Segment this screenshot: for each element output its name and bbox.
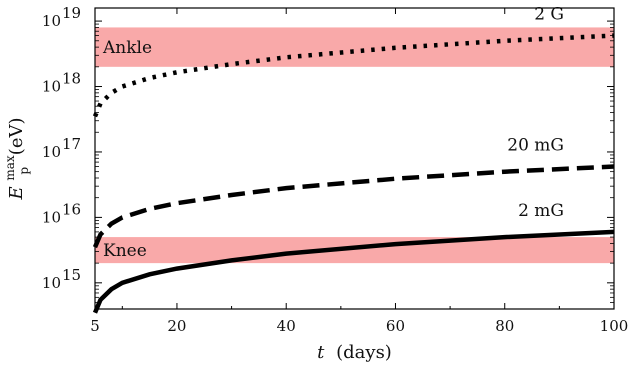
y-tick-label: 10 bbox=[42, 12, 61, 30]
y-axis-label: E max p (eV) bbox=[0, 117, 33, 200]
y-tick-exponent: 17 bbox=[62, 135, 81, 153]
x-tick-label: 100 bbox=[600, 317, 629, 335]
y-axis-sub: p bbox=[17, 167, 31, 175]
x-axis-label: t (days) bbox=[317, 342, 392, 363]
y-tick-label: 10 bbox=[42, 274, 61, 292]
series-label-20-mg: 20 mG bbox=[507, 135, 564, 155]
x-tick-label: 20 bbox=[167, 317, 186, 335]
band-knee bbox=[95, 237, 614, 264]
y-tick-base: 10 bbox=[42, 12, 61, 30]
y-tick-exponent: 16 bbox=[62, 200, 81, 218]
x-tick-label: 40 bbox=[277, 317, 296, 335]
x-axis-var: t bbox=[317, 342, 325, 363]
series-line-2-g bbox=[92, 33, 615, 118]
band-label-knee: Knee bbox=[103, 241, 147, 261]
series-line-20-mg bbox=[92, 164, 615, 249]
bands: Ankle Knee bbox=[95, 27, 614, 264]
series-label-2-g: 2 G bbox=[534, 5, 564, 25]
y-tick-base: 10 bbox=[42, 78, 61, 96]
y-axis-unit: (eV) bbox=[6, 117, 27, 155]
ticks bbox=[94, 8, 615, 310]
y-tick-exponent: 15 bbox=[62, 266, 81, 284]
y-tick-exponent: 18 bbox=[62, 70, 81, 88]
x-tick-label: 80 bbox=[495, 317, 514, 335]
y-tick-exponent: 19 bbox=[62, 4, 81, 22]
y-tick-base: 10 bbox=[42, 274, 61, 292]
y-tick-label: 10 bbox=[42, 143, 61, 161]
y-tick-base: 10 bbox=[42, 143, 61, 161]
y-tick-base: 10 bbox=[42, 208, 61, 226]
series-label-2-mg: 2 mG bbox=[518, 201, 564, 221]
y-tick-label: 10 bbox=[42, 208, 61, 226]
series-line-2-mg bbox=[92, 229, 615, 314]
x-tick-label: 5 bbox=[90, 317, 100, 335]
x-axis-unit: (days) bbox=[336, 342, 392, 363]
y-axis-sup: max bbox=[3, 155, 17, 181]
x-tick-label: 60 bbox=[386, 317, 405, 335]
series-lines: 2 G 20 mG 2 mG bbox=[92, 5, 615, 314]
band-label-ankle: Ankle bbox=[102, 38, 152, 58]
y-axis-var: E bbox=[6, 186, 27, 200]
band-ankle bbox=[95, 27, 614, 67]
y-tick-label: 10 bbox=[42, 78, 61, 96]
